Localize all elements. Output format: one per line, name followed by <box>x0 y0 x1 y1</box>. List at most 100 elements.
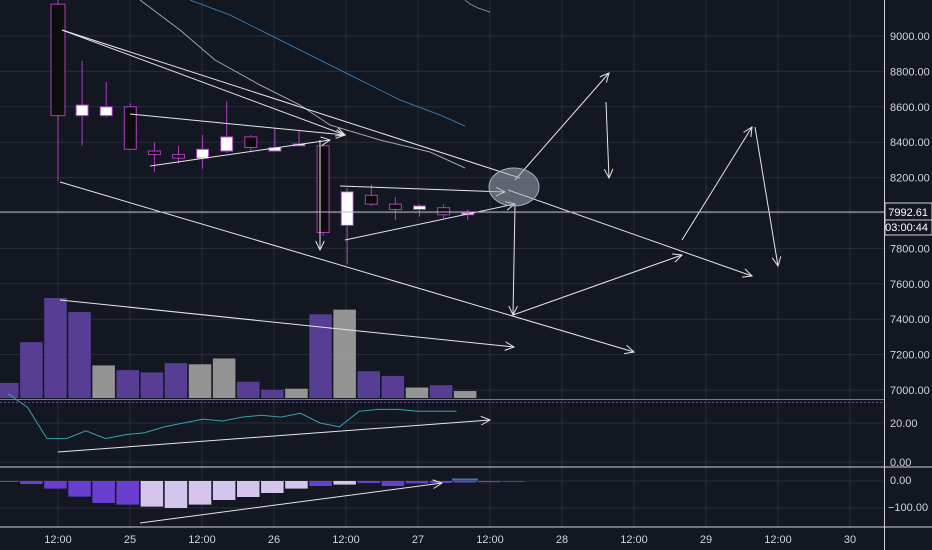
volume-bar <box>92 365 115 398</box>
volume-bar <box>44 298 67 398</box>
histogram-bar <box>333 481 356 485</box>
oscillator-tick-label: 20.00 <box>890 418 918 430</box>
price-scale[interactable]: 9000.00 8800.00 8600.00 8400.00 8200.00 7800.… <box>884 31 932 514</box>
time-tick-label: 12:00 <box>332 534 360 546</box>
trendline-segment[interactable] <box>681 126 753 241</box>
arrow-reversal[interactable] <box>754 126 782 268</box>
histogram-bar <box>429 481 453 483</box>
histogram-bar <box>309 481 332 486</box>
time-tick-label: 29 <box>700 534 712 546</box>
trendline-segment[interactable] <box>512 204 516 316</box>
histogram-bar <box>44 481 67 489</box>
arrowhead <box>672 253 684 263</box>
volume-bar <box>309 314 332 398</box>
ma-line-top <box>464 0 491 13</box>
time-scale[interactable]: 12:00 25 12:00 26 12:00 27 12:00 28 12:00 29 12:00… <box>44 534 856 546</box>
volume-bar <box>188 364 212 398</box>
histogram-bar <box>237 481 260 497</box>
trendline-segment[interactable] <box>605 101 610 179</box>
candle-body <box>172 154 185 159</box>
oscillator-line <box>7 393 457 440</box>
volume-bar <box>357 371 380 398</box>
histogram-bar <box>285 481 308 489</box>
countdown-tag <box>884 219 932 236</box>
trendline-segment[interactable] <box>339 185 506 193</box>
volume-bar <box>237 381 260 398</box>
volume-bar <box>0 382 19 398</box>
arrowhead <box>315 240 325 252</box>
candle-body <box>147 150 161 156</box>
price-tick-label: 8800.00 <box>890 66 930 78</box>
candle-body <box>99 106 113 117</box>
arrow-triangle-bottom[interactable] <box>149 136 332 167</box>
histogram-bar <box>357 481 380 483</box>
arrowhead <box>743 126 753 137</box>
trendline-segment[interactable] <box>514 72 610 181</box>
arrow-recovery[interactable] <box>512 253 684 316</box>
current-price-label: 7992.61 <box>888 207 928 219</box>
arrow-oscillator-trend[interactable] <box>57 415 492 453</box>
trendline-drawings[interactable] <box>0 29 884 524</box>
volume-bar <box>140 372 164 398</box>
countdown-label: 03:00:44 <box>885 222 928 234</box>
price-tick-label: 7800.00 <box>890 243 930 255</box>
arrowhead <box>432 479 444 489</box>
trendline-segment[interactable] <box>754 126 779 267</box>
trendline-segment[interactable] <box>129 113 346 136</box>
histogram-tick-label: −100.00 <box>888 502 928 514</box>
arrowhead <box>504 341 516 351</box>
trendline-segment[interactable] <box>149 139 331 167</box>
time-tick-label: 30 <box>844 534 856 546</box>
time-tick-label: 12:00 <box>764 534 792 546</box>
arrow-breakdown[interactable] <box>315 140 325 252</box>
chart-grid <box>0 0 884 527</box>
price-tick-label: 7600.00 <box>890 279 930 291</box>
histogram-bar <box>212 481 236 500</box>
trendline-segment[interactable] <box>512 254 683 316</box>
time-tick-label: 25 <box>124 534 136 546</box>
arrow-bullish-target[interactable] <box>514 72 610 181</box>
arrow-volume-trend[interactable] <box>59 299 516 351</box>
time-tick-label: 28 <box>556 534 568 546</box>
trendline-segment[interactable] <box>61 29 346 136</box>
time-tick-label: 12:00 <box>44 534 72 546</box>
arrow-histogram-trend[interactable] <box>139 479 444 524</box>
trendline-upper-extension[interactable] <box>61 29 521 179</box>
histogram-bar <box>453 481 477 483</box>
trendline-segment[interactable] <box>57 419 491 453</box>
arrowhead <box>335 129 347 139</box>
trendline-segment[interactable] <box>59 299 515 348</box>
arrowhead <box>603 168 614 180</box>
time-tick-label: 12:00 <box>620 534 648 546</box>
arrowhead <box>320 136 332 147</box>
candle-body <box>364 194 378 205</box>
candle-body <box>123 106 137 150</box>
trendline-segment[interactable] <box>139 482 443 524</box>
highlight-ellipse[interactable] <box>488 167 540 207</box>
volume-bar <box>453 391 477 398</box>
trendline-segment[interactable] <box>59 181 635 353</box>
histogram-bar <box>68 481 91 497</box>
price-tick-label: 9000.00 <box>890 31 930 43</box>
price-tick-label: 7200.00 <box>890 350 930 362</box>
volume-bar <box>429 385 453 398</box>
trendline-segment[interactable] <box>507 189 753 277</box>
arrow-pullback[interactable] <box>603 101 614 180</box>
histogram-bar <box>261 481 284 493</box>
candle-body <box>437 207 451 216</box>
histogram-bar <box>116 481 139 505</box>
trendline-segment[interactable] <box>344 203 516 241</box>
arrow-triangle-top[interactable] <box>129 113 347 139</box>
arrow-rally[interactable] <box>681 126 753 241</box>
arrow-trend-continuation[interactable] <box>507 189 754 278</box>
candle-body <box>316 145 330 233</box>
arrow-long-support[interactable] <box>59 181 636 355</box>
ma-line-slow <box>189 0 466 127</box>
volume-bar <box>285 388 308 398</box>
histogram-bar <box>188 481 212 505</box>
price-tick-label: 7400.00 <box>890 314 930 326</box>
moving-average-lines <box>139 0 491 169</box>
price-tick-label: 8200.00 <box>890 173 930 185</box>
